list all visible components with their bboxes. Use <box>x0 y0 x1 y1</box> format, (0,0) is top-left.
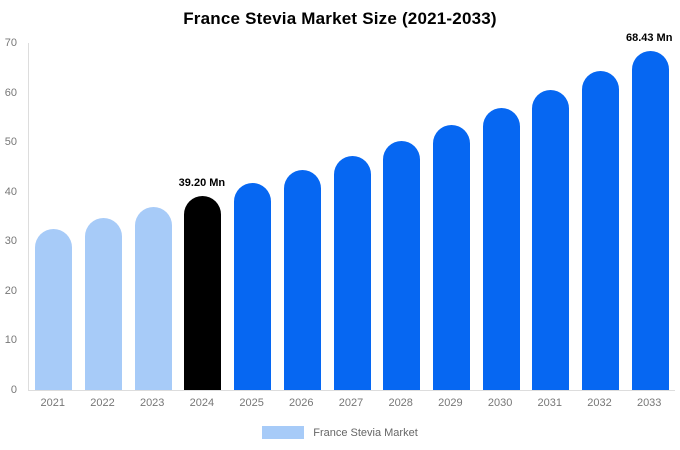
y-tick-label: 70 <box>4 37 17 49</box>
bar-2033 <box>631 50 669 390</box>
x-tick-label: 2029 <box>438 397 463 409</box>
x-tick-label: 2026 <box>289 397 314 409</box>
y-axis: 0 10 20 30 40 50 60 70 <box>0 0 28 450</box>
x-tick-label: 2023 <box>139 397 165 409</box>
x-tick-label: 2025 <box>239 397 264 409</box>
bar-2026 <box>283 170 321 390</box>
x-tick-label: 2028 <box>388 397 413 409</box>
y-tick-label: 20 <box>4 284 17 297</box>
bar-2030 <box>482 108 520 390</box>
x-tick-label: 2030 <box>487 397 513 409</box>
legend-item[interactable]: France Stevia Market <box>0 426 680 439</box>
bar-2024 <box>184 195 222 390</box>
x-tick-label: 2033 <box>636 397 662 409</box>
x-tick-label: 2032 <box>587 397 612 409</box>
bar-2023 <box>134 207 172 390</box>
y-tick-label: 50 <box>4 136 17 149</box>
data-label-2033: 68.43 Mn <box>625 31 673 44</box>
x-tick-label: 2031 <box>537 397 563 409</box>
bar-2032 <box>581 71 619 390</box>
bar-2031 <box>532 90 570 390</box>
bar-2027 <box>333 156 371 390</box>
bar-2029 <box>432 125 470 390</box>
bar-2021 <box>35 228 73 390</box>
y-tick-label: 60 <box>4 86 17 99</box>
y-tick-label: 10 <box>4 334 17 347</box>
bar-2025 <box>234 183 272 390</box>
bar-2022 <box>85 218 123 390</box>
legend-label: France Stevia Market <box>313 426 418 439</box>
x-tick-label: 2024 <box>189 397 215 409</box>
plot-area <box>28 43 675 391</box>
y-tick-label: 40 <box>4 185 17 198</box>
y-tick-label: 0 <box>10 384 17 396</box>
y-tick-label: 30 <box>4 235 17 248</box>
x-tick-label: 2027 <box>338 397 364 409</box>
chart-title: France Stevia Market Size (2021-2033) <box>183 9 497 28</box>
data-label-2024: 39.20 Mn <box>178 176 226 189</box>
bar-2028 <box>383 141 421 390</box>
x-tick-label: 2021 <box>40 397 66 409</box>
x-tick-label: 2022 <box>90 397 115 409</box>
legend-swatch-icon <box>262 426 305 439</box>
